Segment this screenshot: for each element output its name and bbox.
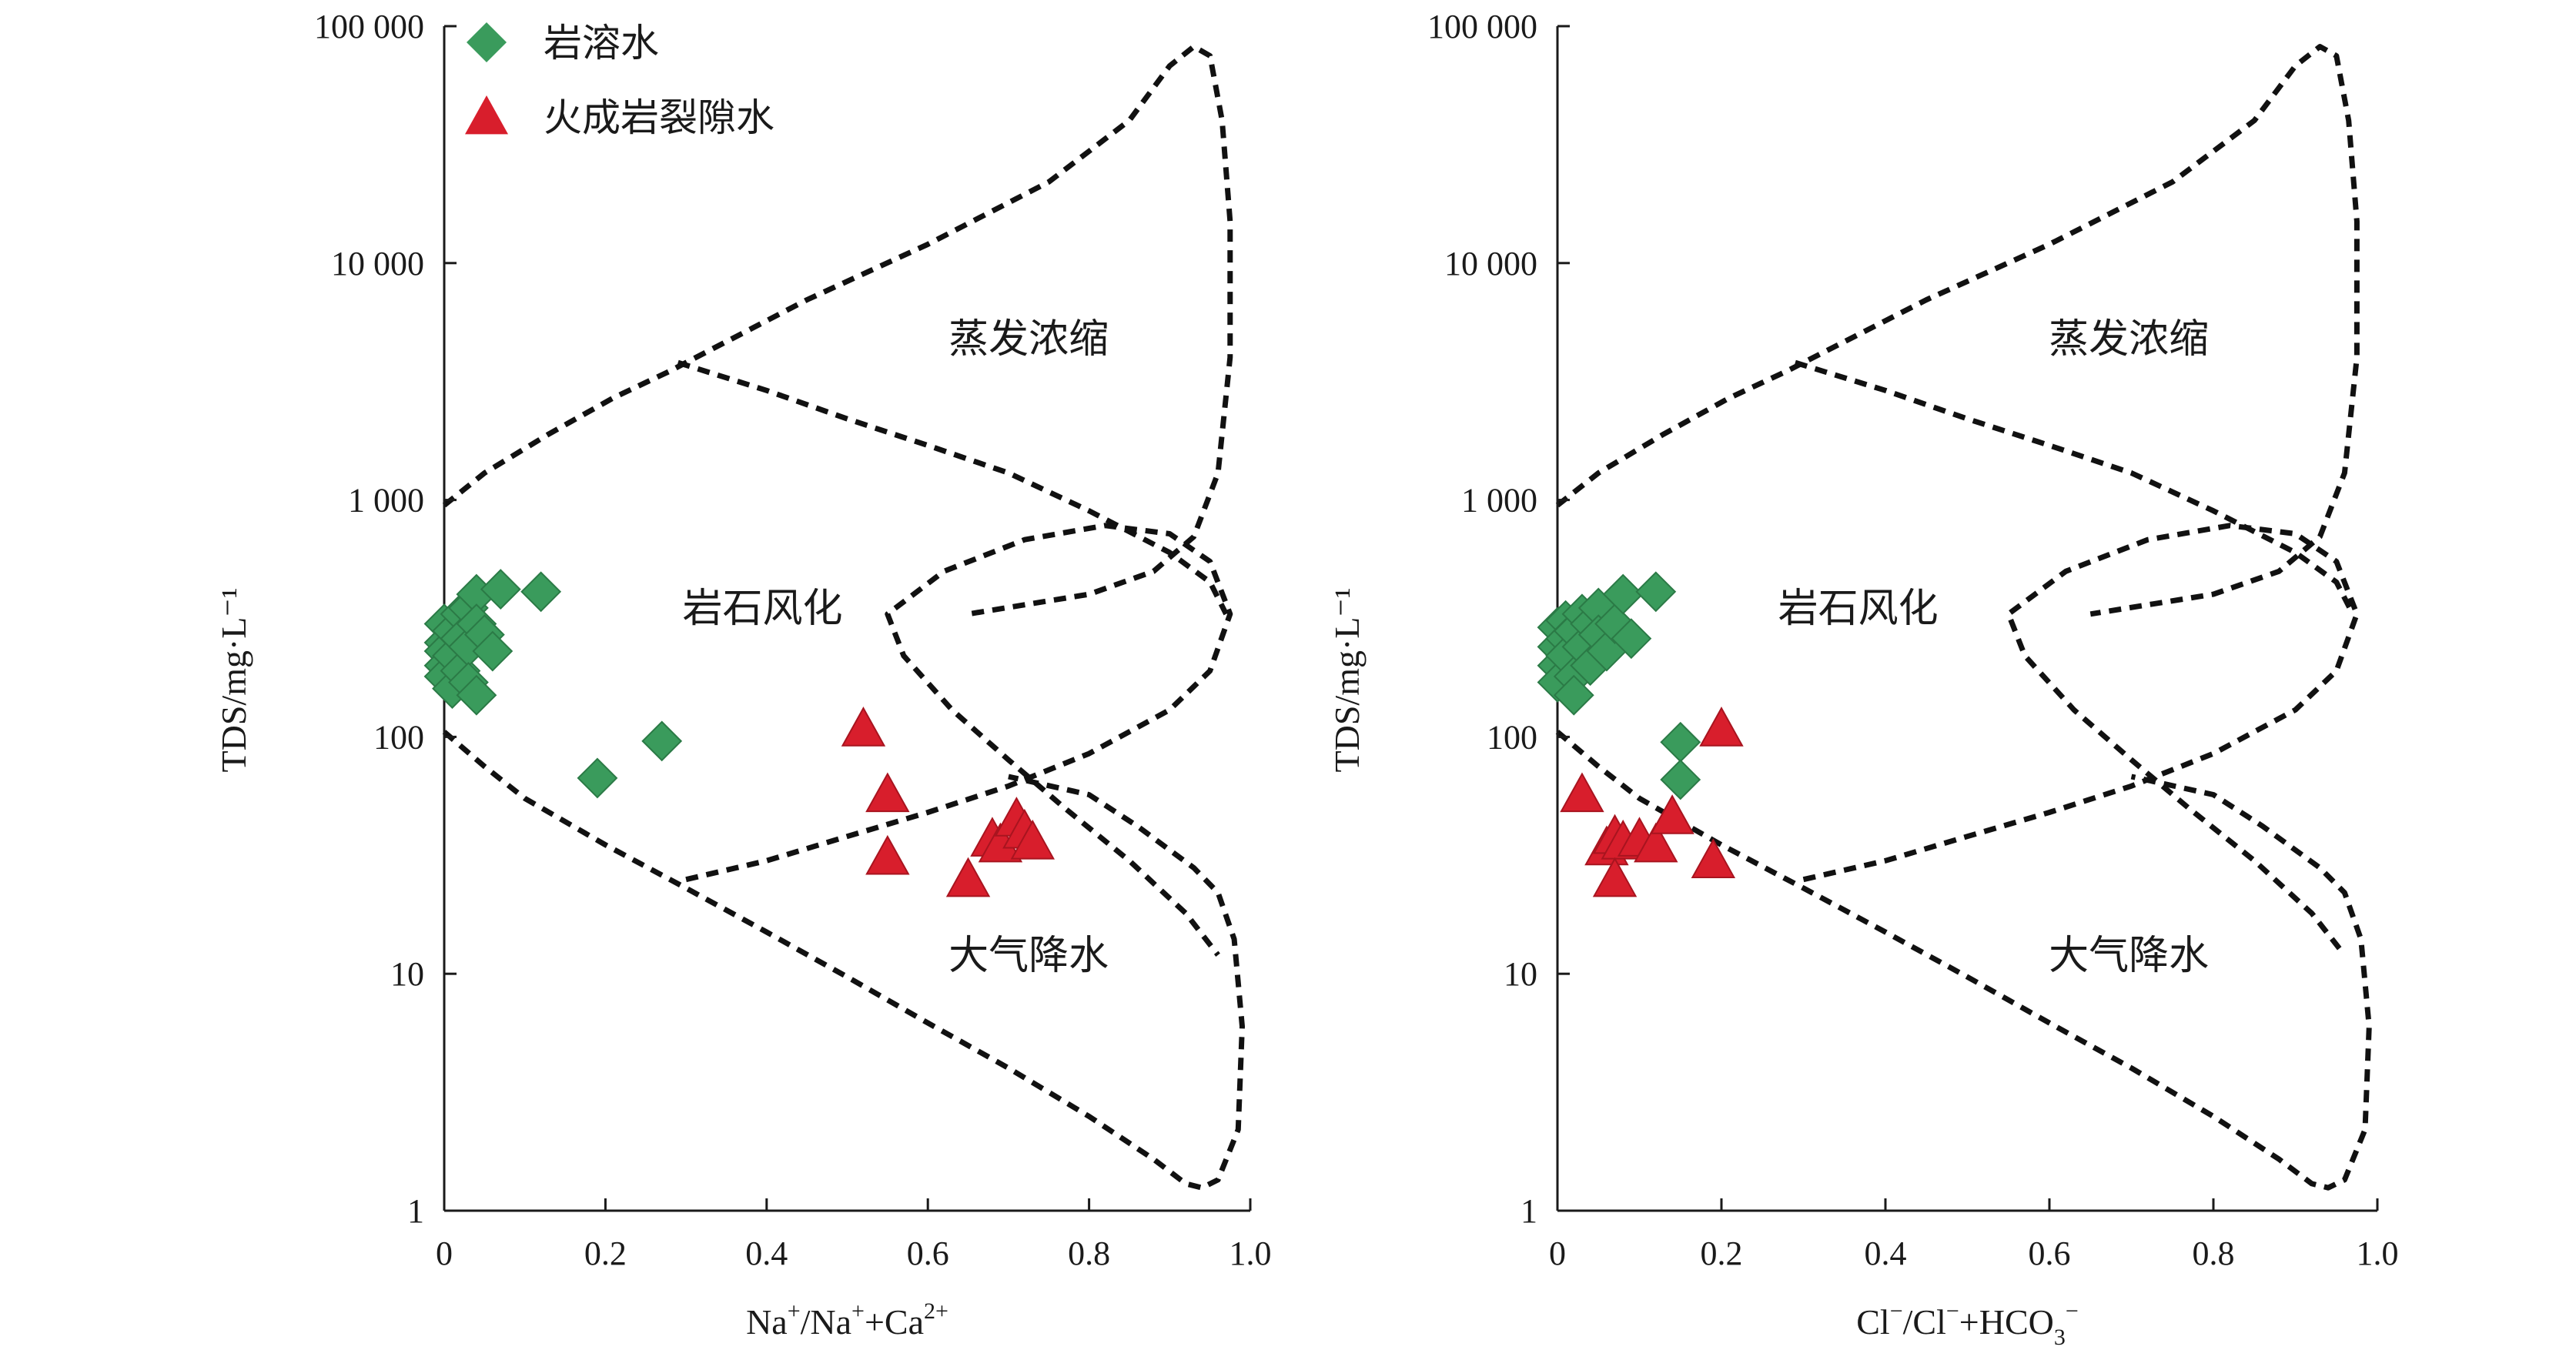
zone-label-evaporation: 蒸发浓缩	[2049, 316, 2209, 363]
y-tick-label: 1	[407, 1192, 424, 1230]
legend-label: 火成岩裂隙水	[544, 95, 774, 140]
series-igneous-fissure-water	[841, 707, 1055, 897]
triangle-data-point	[1592, 857, 1638, 897]
x-tick-label: 0.2	[584, 1235, 627, 1272]
zone-label-precipitation: 大气降水	[2049, 933, 2209, 979]
triangle-data-point	[945, 857, 991, 897]
envelope-outer-curve	[442, 44, 1233, 617]
envelope-upper-curve	[1794, 359, 2356, 616]
triangle-data-point	[1560, 772, 1604, 813]
zone-label-rock: 岩石风化	[1778, 586, 1939, 632]
legend-label: 岩溶水	[544, 21, 659, 65]
x-tick-label: 0.4	[1865, 1235, 1907, 1272]
x-tick-label: 0	[436, 1235, 453, 1272]
zone-label-rock: 岩石风化	[683, 586, 843, 632]
chart-panel-left: 1 10 100 1 000 10 000 100 000 0 0.2 0.4 0.6 0.8 1.0…	[214, 8, 1272, 1342]
triangle-data-point	[841, 707, 886, 747]
chart-panel-right: 1 10 100 1 000 10 000 100 000 0 0.2 0.4 0.6 0.8 1.0…	[1327, 8, 2399, 1350]
y-tick-label: 100 000	[314, 8, 424, 45]
triangle-data-point	[865, 834, 910, 875]
envelope-lower-curve	[442, 730, 1245, 1191]
x-tick-label: 0.8	[1068, 1235, 1110, 1272]
x-tick-label: 0	[1549, 1235, 1566, 1272]
y-tick-label: 10 000	[331, 245, 424, 282]
y-axis-title: TDS/mg·L⁻¹	[214, 588, 253, 773]
envelope-outer-curve	[1555, 44, 2360, 617]
legend-diamond-marker	[467, 22, 507, 62]
x-tick-label: 1.0	[1229, 1235, 1272, 1272]
triangle-data-point	[1650, 794, 1694, 834]
y-tick-label: 1 000	[348, 482, 424, 520]
diamond-data-point	[472, 630, 514, 672]
legend-triangle-marker	[465, 95, 508, 135]
triangle-data-point	[1010, 819, 1055, 860]
x-tick-label: 0.4	[745, 1235, 788, 1272]
series-igneous-fissure-water	[1560, 707, 1744, 897]
envelope-inner-curve	[685, 523, 1233, 957]
y-tick-label: 100	[373, 718, 424, 756]
diamond-data-point	[1660, 759, 1701, 800]
x-axis-title: Cl−​/Cl−​+HCO3​−​	[1856, 1298, 2079, 1350]
diamond-data-point	[1611, 618, 1652, 660]
y-tick-label: 100	[1487, 718, 1537, 756]
envelope-curves	[1555, 44, 2372, 1191]
x-tick-label: 0.8	[2193, 1235, 2235, 1272]
diamond-data-point	[1553, 674, 1594, 716]
y-tick-label: 10	[390, 955, 424, 993]
diamond-data-point	[641, 720, 683, 762]
x-tick-label: 0.2	[1701, 1235, 1743, 1272]
triangle-data-point	[1634, 822, 1678, 863]
series-karst-water	[1537, 571, 1701, 800]
envelope-curves	[442, 44, 1245, 1191]
triangle-data-point	[865, 772, 910, 813]
triangle-data-point	[1699, 707, 1744, 747]
y-axis-title: TDS/mg·L⁻¹	[1327, 588, 1367, 773]
x-tick-label: 1.0	[2357, 1235, 2399, 1272]
zone-label-precipitation: 大气降水	[948, 933, 1109, 979]
y-tick-label: 100 000	[1427, 8, 1537, 45]
x-tick-label: 0.6	[2029, 1235, 2071, 1272]
x-tick-label: 0.6	[907, 1235, 949, 1272]
diamond-data-point	[1602, 573, 1644, 615]
y-tick-label: 10	[1504, 955, 1537, 993]
y-tick-label: 10 000	[1444, 245, 1537, 282]
diamond-data-point	[480, 569, 521, 610]
envelope-inner-curve	[1802, 523, 2360, 957]
triangle-data-point	[1691, 838, 1736, 878]
diamond-data-point	[577, 757, 618, 799]
diamond-data-point	[520, 571, 562, 613]
y-tick-label: 1	[1521, 1192, 1537, 1230]
diamond-data-point	[1635, 571, 1677, 613]
diamond-data-point	[1660, 721, 1701, 763]
zone-label-evaporation: 蒸发浓缩	[948, 316, 1109, 363]
envelope-lower-curve	[1555, 730, 2372, 1191]
diamond-data-point	[456, 674, 497, 716]
envelope-upper-curve	[677, 359, 1229, 616]
x-axis-title: Na+​/Na+​+Ca2+​	[746, 1298, 948, 1342]
series-karst-water	[423, 569, 683, 799]
y-tick-label: 1 000	[1461, 482, 1537, 520]
